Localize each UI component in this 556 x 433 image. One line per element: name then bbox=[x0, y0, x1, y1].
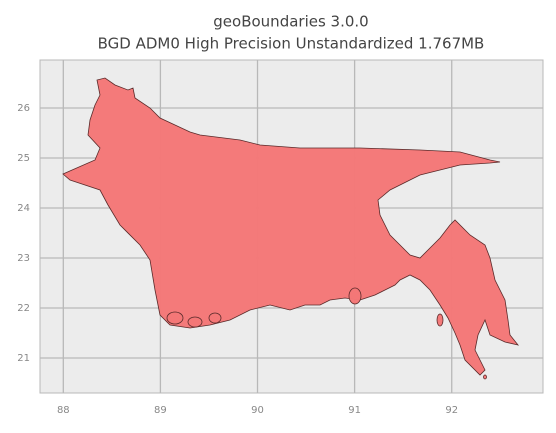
x-tick-label: 89 bbox=[154, 405, 167, 416]
island bbox=[483, 374, 487, 380]
island bbox=[166, 311, 184, 325]
x-tick-label: 90 bbox=[251, 405, 264, 416]
country-outline bbox=[62, 77, 520, 376]
chart-title: geoBoundaries 3.0.0 bbox=[213, 13, 368, 31]
island bbox=[348, 287, 362, 305]
y-tick-label: 25 bbox=[17, 153, 30, 164]
x-tick-label: 92 bbox=[445, 405, 458, 416]
y-tick-label: 22 bbox=[17, 303, 30, 314]
chart-subtitle: BGD ADM0 High Precision Unstandardized 1… bbox=[98, 35, 485, 53]
y-tick-label: 24 bbox=[17, 203, 30, 214]
island bbox=[187, 316, 203, 328]
country-shape bbox=[62, 77, 520, 380]
y-tick-label: 23 bbox=[17, 253, 30, 264]
island bbox=[208, 312, 222, 324]
y-tick-label: 21 bbox=[17, 353, 30, 364]
island bbox=[436, 313, 444, 327]
x-tick-label: 91 bbox=[348, 405, 361, 416]
x-tick-label: 88 bbox=[57, 405, 70, 416]
y-tick-label: 26 bbox=[17, 103, 30, 114]
